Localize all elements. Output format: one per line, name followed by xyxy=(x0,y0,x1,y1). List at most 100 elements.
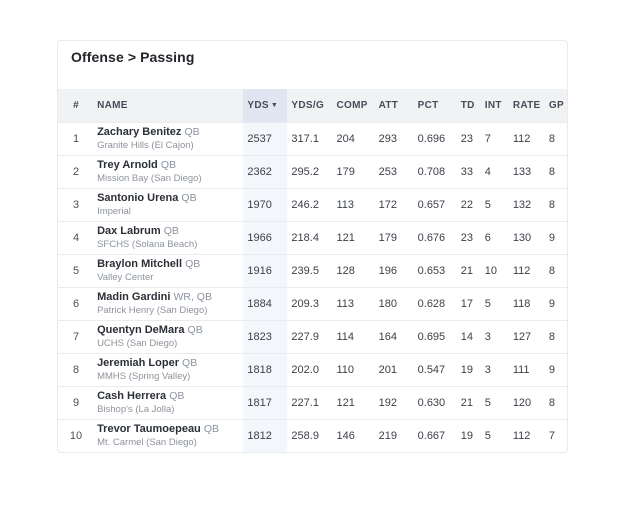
comp-cell: 121 xyxy=(332,385,375,419)
col-header-name[interactable]: NAME xyxy=(94,89,244,122)
rank-cell: 3 xyxy=(58,187,95,221)
table-row: 2 Trey Arnold QB Mission Bay (San Diego)… xyxy=(58,154,567,188)
td-cell: 14 xyxy=(456,319,481,353)
player-name-link[interactable]: Zachary Benitez xyxy=(97,125,182,138)
rate-cell: 120 xyxy=(508,385,545,419)
yds-cell: 1970 xyxy=(243,187,288,221)
yds-cell: 2362 xyxy=(243,154,288,188)
player-school: Patrick Henry (San Diego) xyxy=(97,304,208,316)
col-header-yds-label: YDS xyxy=(247,99,269,111)
col-header-ydsg[interactable]: YDS/G xyxy=(287,89,333,122)
name-cell: Braylon Mitchell QB Valley Center xyxy=(94,253,244,287)
rank-cell: 2 xyxy=(58,154,95,188)
name-cell: Quentyn DeMara QB UCHS (San Diego) xyxy=(94,319,244,353)
rank-cell: 7 xyxy=(58,319,95,353)
yds-cell: 1823 xyxy=(243,319,288,353)
rank-cell: 6 xyxy=(58,286,95,320)
table-row: 7 Quentyn DeMara QB UCHS (San Diego) 182… xyxy=(58,319,567,353)
rate-cell: 133 xyxy=(508,154,545,188)
sort-desc-icon: ▼ xyxy=(270,101,279,109)
rate-cell: 132 xyxy=(508,187,545,221)
ydsg-cell: 258.9 xyxy=(287,418,333,452)
att-cell: 180 xyxy=(374,286,414,320)
player-name-link[interactable]: Jeremiah Loper xyxy=(97,356,179,369)
gp-cell: 8 xyxy=(544,253,567,287)
gp-cell: 9 xyxy=(544,220,567,254)
player-school: SFCHS (Solana Beach) xyxy=(97,238,198,250)
table-row: 6 Madin Gardini WR, QB Patrick Henry (Sa… xyxy=(58,286,567,320)
player-name-link[interactable]: Dax Labrum xyxy=(97,224,161,237)
td-cell: 19 xyxy=(456,352,481,386)
td-cell: 21 xyxy=(456,385,481,419)
player-name-link[interactable]: Cash Herrera xyxy=(97,389,167,402)
comp-cell: 110 xyxy=(332,352,375,386)
player-position: QB xyxy=(163,224,179,237)
table-row: 3 Santonio Urena QB Imperial 1970 246.2 … xyxy=(58,187,567,221)
yds-cell: 1817 xyxy=(243,385,288,419)
int-cell: 3 xyxy=(480,352,509,386)
player-name-link[interactable]: Trevor Taumoepeau xyxy=(97,422,201,435)
int-cell: 5 xyxy=(480,418,509,452)
player-position: WR, QB xyxy=(173,290,212,303)
player-school: MMHS (Spring Valley) xyxy=(97,370,191,382)
player-name-link[interactable]: Braylon Mitchell xyxy=(97,257,183,270)
player-position: QB xyxy=(203,422,220,435)
int-cell: 3 xyxy=(480,319,509,353)
col-header-pct[interactable]: PCT xyxy=(413,89,457,122)
player-school: UCHS (San Diego) xyxy=(97,337,178,349)
name-cell: Santonio Urena QB Imperial xyxy=(94,187,244,221)
int-cell: 7 xyxy=(480,121,509,155)
ydsg-cell: 218.4 xyxy=(287,220,333,254)
comp-cell: 204 xyxy=(332,121,375,155)
pct-cell: 0.630 xyxy=(413,385,457,419)
col-header-gp[interactable]: GP xyxy=(544,89,567,122)
rate-cell: 127 xyxy=(508,319,545,353)
td-cell: 17 xyxy=(456,286,481,320)
pct-cell: 0.667 xyxy=(413,418,457,452)
table-row: 5 Braylon Mitchell QB Valley Center 1916… xyxy=(58,253,567,287)
yds-cell: 1916 xyxy=(243,253,288,287)
pct-cell: 0.653 xyxy=(413,253,457,287)
ydsg-cell: 246.2 xyxy=(287,187,333,221)
col-header-comp[interactable]: COMP xyxy=(332,89,375,122)
col-header-yds[interactable]: YDS ▼ xyxy=(243,89,288,122)
page-title: Offense > Passing xyxy=(71,49,195,65)
rank-cell: 4 xyxy=(58,220,95,254)
player-school: Imperial xyxy=(97,205,131,217)
table-body: 1 Zachary Benitez QB Granite Hills (El C… xyxy=(58,121,567,452)
rate-cell: 111 xyxy=(508,352,545,386)
yds-cell: 2537 xyxy=(243,121,288,155)
player-school: Mt. Carmel (San Diego) xyxy=(97,436,197,448)
gp-cell: 9 xyxy=(544,286,567,320)
col-header-att[interactable]: ATT xyxy=(374,89,414,122)
gp-cell: 8 xyxy=(544,154,567,188)
td-cell: 19 xyxy=(456,418,481,452)
pct-cell: 0.695 xyxy=(413,319,457,353)
comp-cell: 128 xyxy=(332,253,375,287)
rate-cell: 118 xyxy=(508,286,545,320)
player-name-link[interactable]: Madin Gardini xyxy=(97,290,171,303)
col-header-rate[interactable]: RATE xyxy=(508,89,545,122)
pct-cell: 0.657 xyxy=(413,187,457,221)
player-name-link[interactable]: Quentyn DeMara xyxy=(97,323,185,336)
ydsg-cell: 202.0 xyxy=(287,352,333,386)
gp-cell: 8 xyxy=(544,385,567,419)
int-cell: 5 xyxy=(480,385,509,419)
att-cell: 192 xyxy=(374,385,414,419)
yds-cell: 1966 xyxy=(243,220,288,254)
player-name-link[interactable]: Trey Arnold xyxy=(97,158,158,171)
col-header-td[interactable]: TD xyxy=(456,89,481,122)
yds-cell: 1884 xyxy=(243,286,288,320)
player-name-link[interactable]: Santonio Urena xyxy=(97,191,179,204)
ydsg-cell: 239.5 xyxy=(287,253,333,287)
att-cell: 201 xyxy=(374,352,414,386)
att-cell: 179 xyxy=(374,220,414,254)
rank-cell: 8 xyxy=(58,352,95,386)
player-position: QB xyxy=(184,125,200,138)
col-header-int[interactable]: INT xyxy=(480,89,509,122)
int-cell: 5 xyxy=(480,286,509,320)
table-header-row: # NAME YDS ▼ YDS/G COMP ATT PCT TD INT RA… xyxy=(58,89,567,122)
rate-cell: 130 xyxy=(508,220,545,254)
player-school: Valley Center xyxy=(97,271,154,283)
gp-cell: 8 xyxy=(544,187,567,221)
